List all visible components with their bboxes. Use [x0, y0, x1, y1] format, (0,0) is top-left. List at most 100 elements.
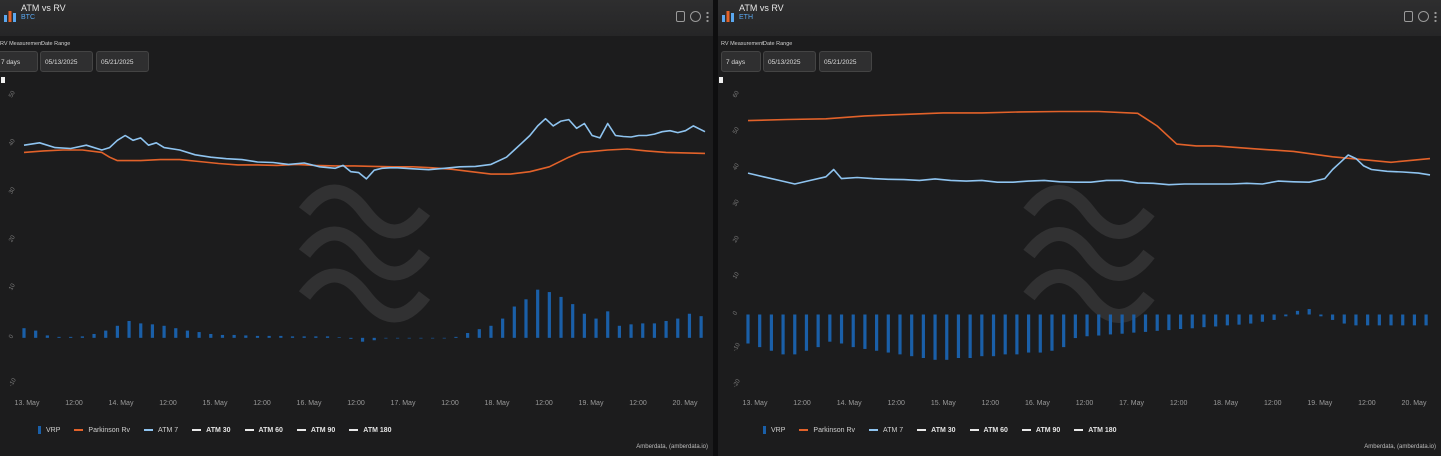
btc-chart: -10 0 10 20 30 40 50 13. May 12:00 14. May 12:00 15… — [8, 90, 706, 407]
vrp-bar — [816, 314, 820, 348]
vrp-bar — [1178, 314, 1183, 329]
vrp-bar — [279, 335, 283, 338]
vrp-bar — [1366, 314, 1370, 326]
vrp-bar — [372, 337, 376, 341]
vrp-bar — [127, 320, 131, 338]
watermark-wave — [298, 268, 431, 323]
rv-measurement-select[interactable]: 7 days — [0, 51, 38, 72]
legend-item-parkinson[interactable]: Parkinson Rv — [74, 427, 130, 434]
vrp-bar — [80, 336, 84, 338]
legend-item-atm90[interactable]: ATM 90 — [1021, 427, 1060, 434]
bookmark-icon[interactable] — [676, 11, 685, 22]
vrp-bar — [956, 314, 961, 358]
date-from-input[interactable]: 05/13/2025 — [40, 51, 93, 72]
amberdata-logo-icon — [4, 11, 16, 22]
asset-subtitle: ETH — [739, 14, 753, 21]
vrp-bar — [1307, 309, 1311, 315]
vrp-bar — [1132, 314, 1136, 333]
vrp-bar — [1225, 314, 1229, 326]
vrp-bar — [839, 314, 844, 344]
x-tick-label: 14. May — [837, 400, 862, 407]
vrp-bar — [45, 335, 49, 338]
vrp-bar — [758, 314, 762, 348]
vrp-bar — [746, 314, 750, 344]
vrp-bar — [442, 337, 446, 339]
legend: VRP Parkinson Rv ATM 7 ATM 30 ATM 60 ATM… — [38, 426, 392, 434]
vrp-bar — [325, 336, 330, 338]
vrp-bar — [1097, 314, 1101, 336]
x-tick-label: 12:00 — [982, 400, 1000, 407]
vrp-bar — [524, 299, 528, 338]
date-to-input[interactable]: 05/21/2025 — [96, 51, 149, 72]
legend-item-atm60[interactable]: ATM 60 — [969, 427, 1008, 434]
more-menu-icon[interactable] — [1434, 11, 1437, 22]
bookmark-icon[interactable] — [1404, 11, 1413, 22]
vrp-bar — [1120, 314, 1124, 334]
x-tick-label: 12:00 — [1264, 400, 1282, 407]
vrp-bar — [384, 337, 388, 339]
vrp-bar — [828, 314, 832, 342]
vrp-bar — [793, 314, 797, 355]
legend-item-atm180[interactable]: ATM 180 — [1074, 427, 1117, 434]
vrp-bar — [197, 332, 201, 338]
vrp-bar — [1272, 314, 1276, 320]
vrp-bar — [104, 330, 108, 338]
vrp-bar — [617, 325, 621, 338]
vrp-bar — [1342, 314, 1346, 324]
legend-item-parkinson[interactable]: Parkinson Rv — [799, 427, 855, 434]
x-tick-label: 12:00 — [629, 400, 647, 407]
x-tick-label: 15. May — [931, 400, 956, 407]
vrp-bar — [162, 325, 166, 338]
x-tick-label: 20. May — [1402, 400, 1427, 407]
vrp-bar — [1015, 314, 1019, 355]
vrp-bar — [185, 330, 190, 338]
legend-item-atm180[interactable]: ATM 180 — [349, 427, 392, 434]
vrp-bar — [1424, 314, 1428, 326]
watermark-wave — [1023, 227, 1155, 281]
vrp-bar — [407, 337, 411, 339]
eth-panel: ATM vs RV ETH RV Measurement Date Range … — [718, 0, 1441, 456]
eth-chart: -20 -10 0 10 20 30 40 50 60 13. May 12:00 14. May 12… — [732, 90, 1431, 407]
credit-text[interactable]: Amberdata, (amberdata.io) — [1364, 444, 1436, 450]
vrp-bar — [652, 323, 657, 338]
legend-item-atm60[interactable]: ATM 60 — [244, 427, 283, 434]
vrp-bar — [115, 325, 119, 338]
vrp-bars — [22, 289, 703, 342]
vrp-bar — [150, 324, 155, 338]
vrp-bar — [360, 337, 365, 342]
info-icon[interactable] — [690, 11, 701, 22]
info-icon[interactable] — [1418, 11, 1429, 22]
vrp-bar — [220, 334, 225, 338]
vrp-bar — [1354, 314, 1358, 326]
date-from-input[interactable]: 05/13/2025 — [763, 51, 816, 72]
legend-item-atm30[interactable]: ATM 30 — [917, 427, 956, 434]
vrp-bar — [921, 314, 925, 358]
legend-item-atm7[interactable]: ATM 7 — [869, 427, 903, 434]
vrp-bar — [1026, 314, 1031, 353]
x-tick-label: 18. May — [485, 400, 510, 407]
vrp-bar — [1003, 314, 1007, 355]
legend-item-atm90[interactable]: ATM 90 — [296, 427, 335, 434]
rv-measurement-label: RV Measurement — [0, 41, 43, 47]
legend-item-atm30[interactable]: ATM 30 — [192, 427, 231, 434]
watermark-wave — [298, 184, 431, 239]
y-tick-label: -10 — [8, 377, 18, 388]
more-menu-icon[interactable] — [706, 11, 709, 22]
vrp-bar — [968, 314, 972, 358]
x-tick-label: 19. May — [579, 400, 604, 407]
vrp-bar — [489, 325, 493, 338]
vrp-bar — [769, 314, 773, 351]
parkinson-rv-line — [747, 110, 1431, 164]
vrp-bar — [606, 311, 610, 338]
credit-text[interactable]: Amberdata, (amberdata.io) — [636, 444, 708, 450]
date-to-input[interactable]: 05/21/2025 — [819, 51, 872, 72]
legend-item-atm7[interactable]: ATM 7 — [144, 427, 178, 434]
legend-item-vrp[interactable]: VRP — [38, 426, 60, 434]
vrp-bar — [980, 314, 984, 357]
rv-measurement-select[interactable]: 7 days — [721, 51, 761, 72]
y-tick-label: 20 — [8, 234, 17, 243]
y-tick-label: 0 — [732, 310, 739, 316]
x-tick-label: 12:00 — [793, 400, 811, 407]
legend-item-vrp[interactable]: VRP — [763, 426, 785, 434]
y-tick-label: 50 — [8, 90, 17, 99]
